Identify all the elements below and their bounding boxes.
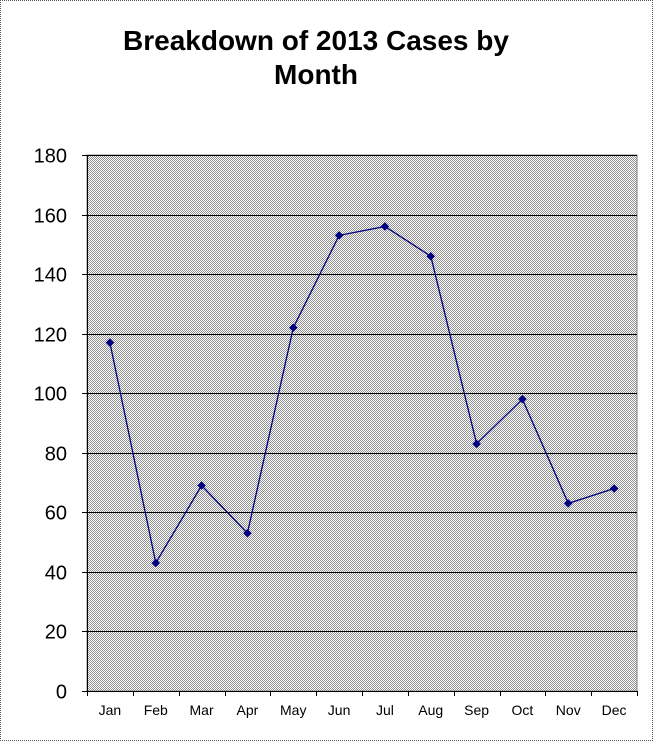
chart-title: Breakdown of 2013 Cases by Month [40,24,592,92]
data-point-marker [334,231,344,240]
data-point-marker [243,528,252,538]
x-tick-label: Aug [418,702,443,718]
x-tick-label: Mar [190,702,214,718]
x-tick-label: Jan [99,702,122,718]
y-tick-label: 60 [45,503,67,525]
plot-area [86,154,638,692]
data-point-marker [426,251,436,261]
y-tick-label: 100 [34,384,67,406]
data-point-marker [288,323,298,333]
y-tick-label: 120 [34,325,67,347]
gridlines [87,155,637,632]
x-axis-ticks: Jan Feb Mar Apr May Jun Jul Aug Sep Oct Nov Dec [87,691,638,718]
data-point-marker [563,499,573,508]
y-tick-label: 20 [45,622,67,644]
chart-title-line-2: Month [274,59,358,90]
data-point-marker [197,481,206,490]
y-tick-label: 0 [56,682,67,704]
y-tick-label: 140 [34,265,67,287]
data-point-marker [151,558,161,568]
x-tick-label: Nov [556,702,581,718]
data-point-marker [105,338,115,347]
y-tick-label: 180 [34,146,67,168]
x-tick-label: Jul [376,702,394,718]
y-tick-label: 80 [45,444,67,466]
data-point-marker [380,222,390,231]
x-tick-label: Feb [144,702,168,718]
y-axis-ticks: 0 20 40 60 80 100 120 140 160 180 [34,146,87,704]
series-cases [105,222,619,568]
x-tick-label: May [280,702,306,718]
x-tick-label: Jun [328,702,351,718]
y-tick-label: 160 [34,206,67,228]
data-point-marker [609,484,619,493]
x-tick-label: Dec [602,702,627,718]
data-point-marker [518,394,527,404]
y-tick-label: 40 [45,563,67,585]
x-tick-label: Apr [237,702,259,718]
series-line [109,225,615,565]
x-tick-label: Sep [464,702,489,718]
data-point-marker [472,439,481,449]
chart-title-line-1: Breakdown of 2013 Cases by [123,25,509,56]
x-tick-label: Oct [512,702,534,718]
